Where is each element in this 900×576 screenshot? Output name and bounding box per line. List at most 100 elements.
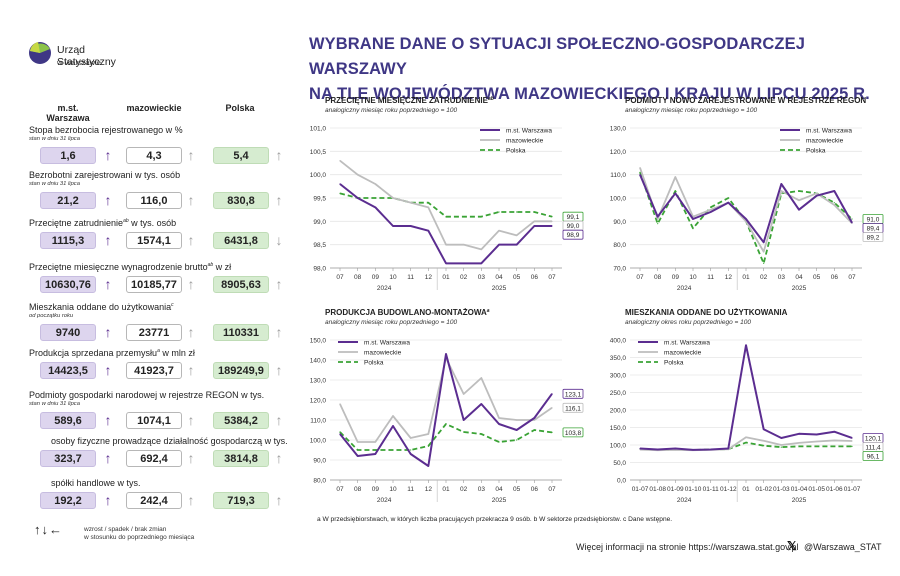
end-value-label: 98,9 (567, 232, 580, 239)
x-tick-label: 10 (389, 486, 397, 493)
x-tick-label: 04 (495, 486, 503, 493)
x-handle[interactable]: @Warszawa_STAT (804, 542, 882, 552)
value-mazowieckie: 1074,1 (126, 412, 182, 429)
y-tick-label: 0,0 (617, 478, 626, 485)
x-tick-label: 07 (848, 274, 856, 281)
arrow-up-icon: ↑ (275, 362, 283, 378)
x-tick-label: 08 (354, 274, 362, 281)
chart-subtitle: analogiczny okres roku poprzedniego = 10… (625, 319, 751, 326)
data-point (392, 197, 394, 199)
arrow-up-icon: ↑ (275, 450, 283, 466)
data-point (463, 431, 465, 433)
data-point (480, 403, 482, 405)
data-point (498, 417, 500, 419)
year-label: 2024 (377, 285, 392, 292)
x-tick-label: 11 (707, 274, 714, 281)
end-value-box (862, 451, 884, 461)
data-point (639, 167, 641, 169)
more-info-link[interactable]: Więcej informacji na stronie https://war… (576, 542, 799, 552)
data-point (833, 431, 835, 433)
x-tick-label: 01-10 (685, 486, 702, 493)
y-tick-label: 300,0 (610, 373, 627, 380)
indicator-sublabel: stan w dniu 31 lipca (29, 181, 80, 187)
data-point (816, 440, 818, 443)
arrow-up-icon: ↑ (104, 276, 112, 292)
footnote: a W przedsiębiorstwach, w których liczba… (317, 516, 673, 523)
data-point (833, 445, 835, 447)
legend-label: m.st. Warszawa (506, 128, 552, 135)
end-value-label: 99,0 (567, 223, 580, 230)
year-label: 2025 (492, 497, 507, 504)
arrow-up-icon: ↑ (104, 147, 112, 163)
data-point (692, 227, 694, 229)
y-tick-label: 100,5 (310, 149, 327, 156)
arrow-legend-line-1: wzrost / spadek / brak zmian (84, 526, 167, 533)
data-point (480, 216, 482, 218)
data-point (339, 431, 341, 433)
indicator-label: Podmioty gospodarki narodowej w rejestrz… (29, 390, 265, 400)
data-point (392, 449, 394, 451)
data-point (763, 262, 765, 264)
y-tick-label: 140,0 (310, 358, 327, 365)
y-tick-label: 150,0 (310, 338, 327, 345)
data-point (551, 393, 553, 395)
data-point (427, 202, 429, 204)
x-tick-label: 05 (813, 274, 821, 281)
data-point (745, 436, 747, 438)
arrow-up-icon: ↑ (187, 276, 195, 292)
data-point (516, 244, 518, 246)
end-value-label: 111,4 (865, 444, 881, 451)
chart-title-sup: ab (488, 96, 494, 102)
y-tick-label: 250,0 (610, 390, 627, 397)
data-point (498, 230, 500, 232)
data-point (410, 202, 412, 204)
x-tick-label: 01-03 (773, 486, 790, 493)
indicator-label: Stopa bezrobocia rejestrowanego w % (29, 125, 183, 135)
x-tick-label: 01-08 (649, 486, 666, 493)
data-point (374, 183, 376, 185)
data-point (674, 192, 676, 194)
arrow-up-icon: ↑ (104, 412, 112, 428)
x-tick-label: 06 (531, 486, 539, 493)
data-point (798, 433, 800, 435)
year-label: 2025 (792, 497, 807, 504)
x-tick-label: 01-11 (703, 486, 720, 493)
data-point (463, 262, 465, 264)
data-point (374, 197, 376, 199)
end-value-label: 99,1 (567, 214, 580, 221)
data-point (357, 174, 359, 176)
arrow-up-icon: ↑ (275, 276, 283, 292)
arrow-up-icon: ↑ (187, 147, 195, 163)
data-point (780, 190, 782, 192)
data-point (674, 449, 676, 451)
data-point (710, 206, 712, 208)
arrow-up-icon: ↑ (275, 492, 283, 508)
arrow-up-icon: ↑ (104, 232, 112, 248)
data-point (657, 223, 659, 225)
data-point (780, 446, 782, 448)
series-line-mazowieckie (639, 167, 853, 253)
data-point (339, 192, 341, 194)
data-point (410, 453, 412, 455)
x-tick-label: 01 (442, 486, 450, 493)
end-value-box (562, 388, 584, 399)
value-warszawa: 21,2 (40, 192, 96, 209)
data-point (339, 403, 341, 405)
arrow-up-icon: ↑ (275, 412, 283, 428)
data-point (639, 171, 641, 173)
series-line-warszawa (339, 353, 553, 467)
series-line-warszawa (339, 183, 552, 265)
x-tick-label: 06 (531, 274, 539, 281)
data-point (498, 244, 500, 246)
arrow-up-icon: ↑ (187, 450, 195, 466)
arrow-up-icon: ↑ (187, 192, 195, 208)
end-value-label: 91,0 (867, 217, 880, 224)
data-point (639, 447, 641, 450)
value-warszawa: 192,2 (40, 492, 96, 509)
y-tick-label: 110,0 (610, 172, 626, 179)
data-point (480, 262, 482, 264)
legend-label: mazowieckie (506, 138, 544, 145)
x-tick-label: 08 (354, 486, 362, 493)
data-point (657, 448, 659, 451)
indicator-label: Przeciętne zatrudnienieab w tys. osób (29, 218, 177, 228)
